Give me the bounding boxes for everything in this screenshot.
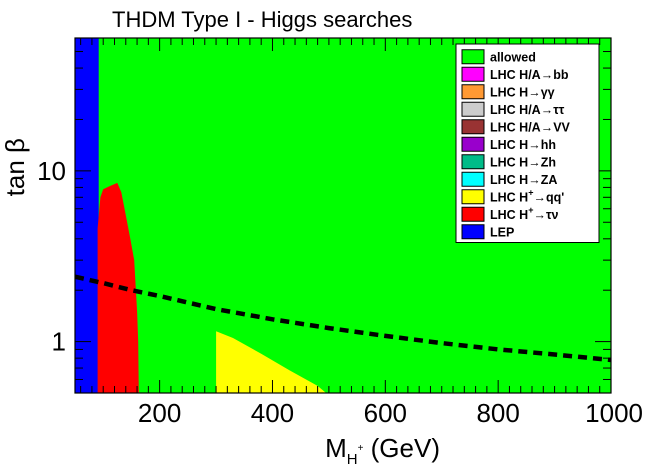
region-lhc-h: [97, 182, 139, 393]
series-line-0: [75, 274, 611, 363]
legend-swatch-hqq: [461, 189, 485, 205]
y-axis-label: tan β: [0, 138, 30, 196]
legend-swatch-hza: [461, 171, 485, 187]
legend: allowed LHC H/A→bb LHC H→γγ LHC H/A→ττ LHC H…: [455, 43, 600, 243]
y-tick-label: 10: [37, 156, 66, 186]
x-axis-label-unit: (GeV): [363, 433, 440, 463]
legend-label-htautau: LHC H/A→ττ: [490, 103, 565, 117]
x-tick-label: 400: [251, 398, 294, 428]
legend-label-hgg: LHC H→γγ: [490, 85, 555, 99]
legend-label-hbb: LHC H/A→bb: [490, 68, 569, 82]
x-axis-label: MH+ (GeV): [325, 433, 440, 468]
legend-label-hqq: LHC H+→qq': [490, 187, 564, 204]
plot-frame: [74, 37, 612, 394]
legend-swatch-hzh: [461, 154, 485, 170]
x-axis-label-sup: +: [358, 443, 364, 454]
x-axis-label-main: M: [325, 433, 347, 463]
legend-swatch-htaunu: [461, 206, 485, 222]
legend-swatch-htautau: [461, 101, 485, 117]
chart-title: THDM Type I - Higgs searches: [112, 7, 412, 32]
legend-label-hhh: LHC H→hh: [490, 138, 556, 152]
legend-swatch-hbb: [461, 66, 485, 82]
legend-swatch-hgg: [461, 84, 485, 100]
region-lhc-h-qq: [216, 331, 327, 393]
legend-label-hvv: LHC H/A→VV: [490, 120, 571, 134]
x-tick-label: 1000: [585, 398, 643, 428]
legend-label-hzh: LHC H→Zh: [490, 155, 556, 169]
x-tick-label: 200: [138, 398, 181, 428]
y-tick-label: 1: [52, 327, 66, 357]
legend-swatch-lep: [461, 224, 485, 240]
x-axis-label-sub: H: [347, 451, 358, 468]
legend-label-allowed: allowed: [490, 50, 536, 64]
legend-swatch-hhh: [461, 136, 485, 152]
x-tick-label: 600: [364, 398, 407, 428]
x-tick-label: 800: [476, 398, 519, 428]
legend-label-hza: LHC H→ZA: [490, 173, 557, 187]
region-lep: [75, 38, 99, 393]
legend-label-htaunu: LHC H+→τν: [490, 205, 559, 222]
legend-swatch-hvv: [461, 119, 485, 135]
legend-swatch-allowed: [461, 49, 485, 65]
legend-label-lep: LEP: [490, 225, 514, 239]
